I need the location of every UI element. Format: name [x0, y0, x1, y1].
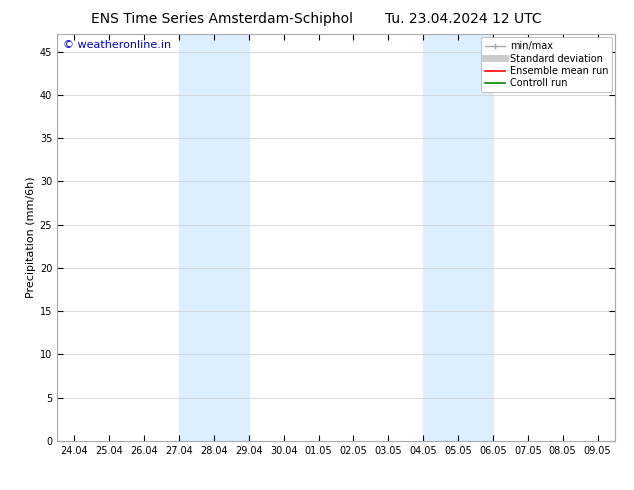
Y-axis label: Precipitation (mm/6h): Precipitation (mm/6h)	[25, 177, 36, 298]
Legend: min/max, Standard deviation, Ensemble mean run, Controll run: min/max, Standard deviation, Ensemble me…	[481, 37, 612, 92]
Text: © weatheronline.in: © weatheronline.in	[63, 40, 171, 50]
Bar	[179, 34, 249, 441]
Bar	[424, 34, 493, 441]
Text: ENS Time Series Amsterdam-Schiphol: ENS Time Series Amsterdam-Schiphol	[91, 12, 353, 26]
Text: Tu. 23.04.2024 12 UTC: Tu. 23.04.2024 12 UTC	[384, 12, 541, 26]
